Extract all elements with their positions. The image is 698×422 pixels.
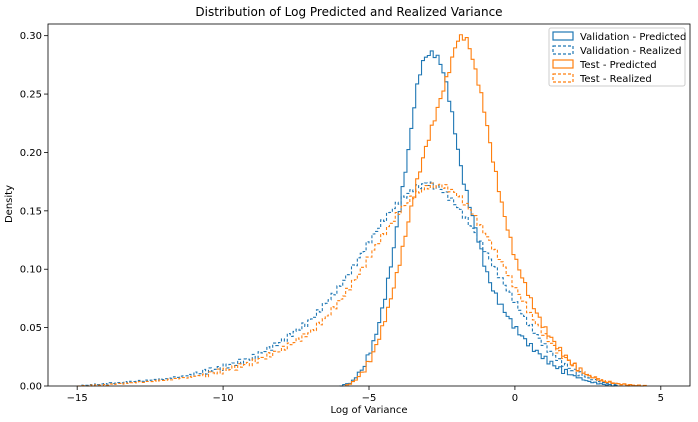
legend-swatch-validation-predicted: [552, 31, 574, 41]
axes-spines: [47, 23, 691, 387]
legend-label-validation-realized: Validation - Realized: [580, 46, 681, 57]
legend: Validation - Predicted Validation - Real…: [548, 27, 686, 87]
y-tick-label: 0.30: [20, 31, 42, 42]
y-tick-label: 0.05: [20, 323, 42, 334]
chart-title: Distribution of Log Predicted and Realiz…: [195, 5, 502, 19]
x-tick-label: −15: [67, 393, 88, 404]
legend-swatch-test-predicted: [552, 59, 574, 69]
x-tick-label: 0: [512, 393, 518, 404]
y-tick-label: 0.25: [20, 90, 42, 101]
legend-item-validation-predicted: Validation - Predicted: [552, 31, 686, 43]
legend-label-validation-predicted: Validation - Predicted: [580, 32, 686, 43]
y-tick-label: 0.00: [20, 382, 42, 393]
x-tick-label: 5: [658, 393, 664, 404]
legend-swatch-validation-realized: [552, 45, 574, 55]
series-line-test-predicted: [345, 34, 647, 387]
legend-label-test-realized: Test - Realized: [579, 74, 652, 85]
y-tick-label: 0.20: [20, 148, 42, 159]
legend-swatch-test-realized: [552, 73, 574, 83]
x-axis-label: Log of Variance: [330, 405, 407, 416]
y-tick-label: 0.15: [20, 206, 42, 217]
series-line-test-realized: [77, 182, 633, 387]
legend-box: [548, 27, 686, 87]
series-layer: [77, 34, 647, 387]
series-line-validation-predicted: [339, 50, 618, 387]
legend-item-validation-realized: Validation - Realized: [552, 45, 681, 57]
axis-frame: [47, 23, 691, 387]
legend-label-test-predicted: Test - Predicted: [579, 60, 657, 71]
legend-item-test-predicted: Test - Predicted: [552, 59, 657, 71]
axes-layer: −15 −10 −5 0 5 0.00 0.05 0.10 0.15 0.20 0.25 0.30: [20, 31, 664, 404]
x-tick-label: −10: [213, 393, 234, 404]
legend-item-test-realized: Test - Realized: [552, 73, 652, 85]
x-tick-label: −5: [362, 393, 377, 404]
series-line-validation-realized: [77, 181, 618, 387]
y-tick-label: 0.10: [20, 265, 42, 276]
y-axis-label: Density: [4, 185, 15, 223]
